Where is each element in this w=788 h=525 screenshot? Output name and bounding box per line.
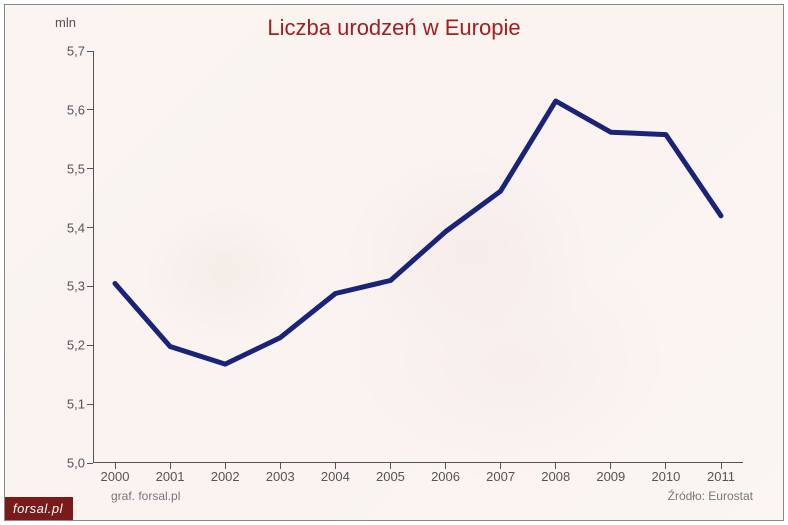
xtick-label: 2007 bbox=[486, 469, 515, 484]
chart-title: Liczba urodzeń w Europie bbox=[5, 15, 783, 41]
ytick-mark bbox=[87, 463, 93, 464]
ytick-mark bbox=[87, 168, 93, 169]
chart-frame: Liczba urodzeń w Europie mln 5,05,15,25,… bbox=[4, 4, 784, 521]
source-badge: forsal.pl bbox=[5, 497, 73, 520]
ytick-mark bbox=[87, 404, 93, 405]
xtick-label: 2010 bbox=[651, 469, 680, 484]
ytick-mark bbox=[87, 109, 93, 110]
y-unit-label: mln bbox=[55, 15, 76, 30]
credit-left: graf. forsal.pl bbox=[111, 489, 180, 503]
xtick-label: 2002 bbox=[211, 469, 240, 484]
ytick-mark bbox=[87, 51, 93, 52]
xtick-label: 2003 bbox=[266, 469, 295, 484]
xtick-label: 2008 bbox=[541, 469, 570, 484]
ytick-label: 5,4 bbox=[67, 220, 85, 235]
xtick-label: 2011 bbox=[707, 469, 735, 484]
xtick-label: 2009 bbox=[596, 469, 625, 484]
xtick-label: 2006 bbox=[431, 469, 460, 484]
plot-area: 5,05,15,25,35,45,55,65,72000200120022003… bbox=[93, 51, 743, 463]
xtick-label: 2000 bbox=[101, 469, 130, 484]
ytick-label: 5,5 bbox=[67, 161, 85, 176]
ytick-label: 5,6 bbox=[67, 102, 85, 117]
ytick-label: 5,7 bbox=[67, 44, 85, 59]
ytick-mark bbox=[87, 286, 93, 287]
ytick-label: 5,2 bbox=[67, 338, 85, 353]
xtick-label: 2004 bbox=[321, 469, 350, 484]
ytick-mark bbox=[87, 227, 93, 228]
ytick-label: 5,3 bbox=[67, 279, 85, 294]
ytick-label: 5,0 bbox=[67, 456, 85, 471]
ytick-label: 5,1 bbox=[67, 397, 85, 412]
data-line bbox=[93, 51, 743, 463]
credit-right: Źródło: Eurostat bbox=[668, 489, 753, 503]
ytick-mark bbox=[87, 345, 93, 346]
xtick-label: 2001 bbox=[156, 469, 185, 484]
xtick-label: 2005 bbox=[376, 469, 405, 484]
